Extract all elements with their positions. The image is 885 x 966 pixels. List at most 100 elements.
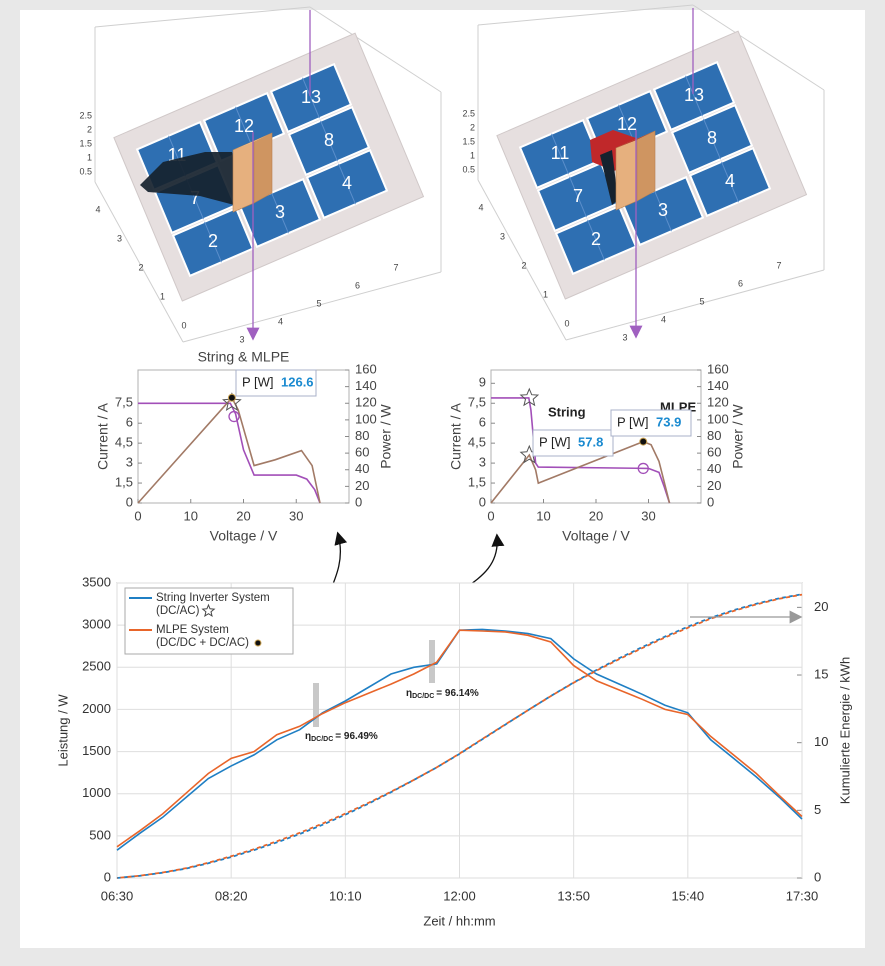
y-tick-label: 0 (564, 318, 569, 328)
legend-marker (255, 640, 261, 646)
y-tick-label: 3 (500, 231, 505, 241)
panel-label: 11 (551, 143, 570, 163)
z-tick-label: 1.5 (79, 138, 92, 148)
x-tick-label: 5 (316, 298, 321, 308)
annotation-label: P [W] (242, 374, 274, 389)
x-tick-label: 20 (589, 508, 603, 523)
panel-label: 7 (573, 186, 583, 206)
panel-label: 2 (591, 229, 601, 249)
y2-axis-title: Power / W (378, 403, 394, 468)
y-axis-title: Current / A (448, 402, 464, 470)
y-tick-label: 7,5 (468, 395, 486, 410)
y2-tick-label: 40 (707, 461, 721, 476)
annotation-value: 126.6 (281, 374, 314, 389)
y-tick-label: 6 (126, 415, 133, 430)
y-tick-label: 6 (479, 415, 486, 430)
dot-marker (228, 394, 235, 401)
y-tick-label: 3500 (82, 574, 111, 589)
x-tick-label: 6 (355, 280, 360, 290)
y2-tick-label: 60 (355, 445, 369, 460)
y2-tick-label: 120 (355, 395, 377, 410)
obstacle (616, 139, 637, 210)
z-tick-label: 2 (87, 124, 92, 134)
panel-label: 12 (234, 116, 254, 136)
z-tick-label: 0.5 (462, 164, 475, 174)
x-tick-label: 30 (289, 508, 303, 523)
efficiency-bar (313, 683, 319, 727)
panel-label: 3 (658, 200, 668, 220)
x-tick-label: 3 (622, 332, 627, 342)
x-tick-label: 17:30 (786, 888, 819, 903)
dot-marker (640, 438, 647, 445)
z-tick-label: 0.5 (79, 166, 92, 176)
legend-label: MLPE System (156, 624, 229, 636)
y-tick-label: 7,5 (115, 395, 133, 410)
z-tick-label: 2.5 (79, 110, 92, 120)
y2-tick-label: 15 (814, 666, 828, 681)
annotation-label: P [W] (617, 414, 649, 429)
x-tick-label: 08:20 (215, 888, 248, 903)
y-tick-label: 4,5 (115, 435, 133, 450)
y-tick-label: 1,5 (468, 474, 486, 489)
x-tick-label: 10:10 (329, 888, 362, 903)
y-tick-label: 0 (126, 494, 133, 509)
y-tick-label: 3 (479, 455, 486, 470)
y-tick-label: 1,5 (115, 474, 133, 489)
x-tick-label: 4 (278, 316, 283, 326)
legend-label: String Inverter System (156, 592, 270, 604)
x-tick-label: 0 (487, 508, 494, 523)
x-tick-label: 0 (134, 508, 141, 523)
z-tick-label: 1 (470, 150, 475, 160)
y-tick-label: 2 (521, 260, 526, 270)
efficiency-subscript: DC/DC (311, 736, 333, 743)
y2-tick-label: 140 (355, 378, 377, 393)
y-tick-label: 2500 (82, 659, 111, 674)
panel-label: 13 (684, 85, 704, 105)
panel-label: 4 (342, 173, 352, 193)
efficiency-bar (429, 640, 435, 683)
y2-tick-label: 120 (707, 395, 729, 410)
x-tick-label: 10 (536, 508, 550, 523)
panel-label: 12 (617, 114, 637, 134)
x-tick-label: 13:50 (557, 888, 590, 903)
y-tick-label: 1 (543, 289, 548, 299)
y2-tick-label: 5 (814, 802, 821, 817)
y2-tick-label: 20 (814, 599, 828, 614)
x-axis-title: Voltage / V (210, 528, 278, 544)
x-tick-label: 3 (239, 334, 244, 344)
y2-axis-title: Kumulierte Energie / kWh (837, 657, 852, 804)
y2-tick-label: 160 (707, 361, 729, 376)
z-tick-label: 2.5 (462, 108, 475, 118)
x-tick-label: 15:40 (672, 888, 705, 903)
y-tick-label: 500 (89, 827, 111, 842)
y2-tick-label: 80 (707, 428, 721, 443)
y2-tick-label: 20 (707, 478, 721, 493)
efficiency-subscript: DC/DC (412, 693, 434, 700)
y2-tick-label: 10 (814, 734, 828, 749)
y2-tick-label: 140 (707, 378, 729, 393)
y-tick-label: 1 (160, 291, 165, 301)
y2-tick-label: 80 (355, 428, 369, 443)
y-tick-label: 3 (117, 233, 122, 243)
y-tick-label: 3 (126, 455, 133, 470)
y2-tick-label: 0 (814, 869, 821, 884)
x-tick-label: 4 (661, 314, 666, 324)
y-tick-label: 0 (181, 320, 186, 330)
x-tick-label: 06:30 (101, 888, 134, 903)
y-tick-label: 0 (104, 869, 111, 884)
y-tick-label: 3000 (82, 617, 111, 632)
obstacle (254, 133, 272, 203)
y-tick-label: 0 (479, 494, 486, 509)
x-axis-title: Voltage / V (562, 528, 630, 544)
panel-label: 3 (275, 202, 285, 222)
page: 234781112132.521.510.5432103456723478111… (0, 0, 885, 966)
annotation: String (548, 404, 586, 419)
x-tick-label: 10 (184, 508, 198, 523)
obstacle (233, 141, 254, 212)
y2-tick-label: 0 (707, 494, 714, 509)
y2-tick-label: 40 (355, 461, 369, 476)
z-tick-label: 1 (87, 152, 92, 162)
y-tick-label: 1500 (82, 743, 111, 758)
y-axis-title: Leistung / W (55, 694, 70, 767)
y-tick-label: 4 (478, 202, 483, 212)
